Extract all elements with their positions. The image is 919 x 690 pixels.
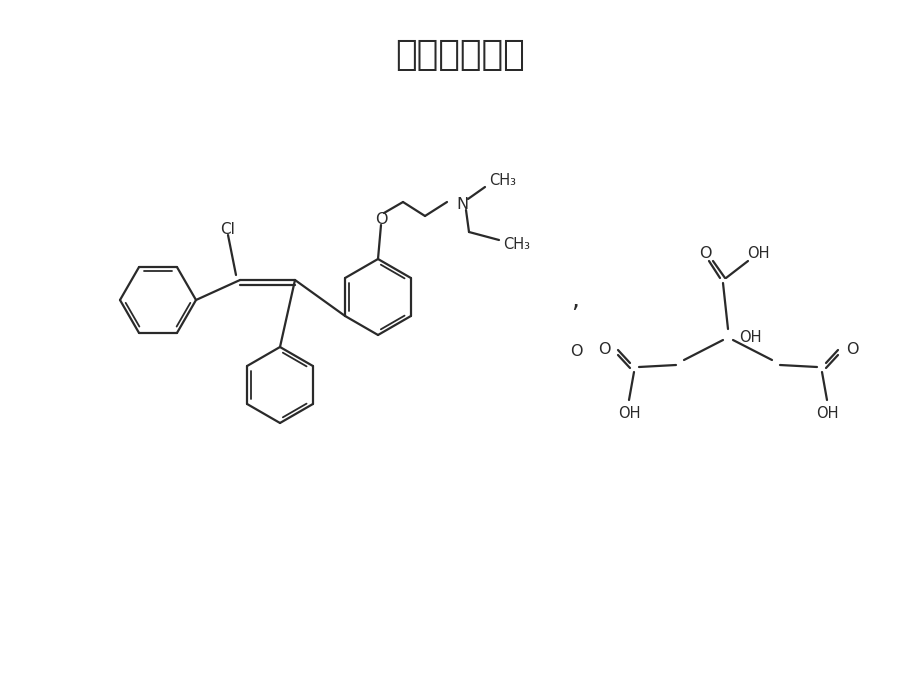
Text: CH₃: CH₃ [489, 172, 516, 188]
Text: O: O [698, 246, 710, 261]
Text: N: N [456, 197, 468, 212]
Text: O: O [597, 342, 609, 357]
Text: OH: OH [746, 246, 768, 261]
Text: ,: , [571, 288, 578, 312]
Text: OH: OH [815, 406, 837, 420]
Text: CH₃: CH₃ [503, 237, 530, 251]
Text: OH: OH [617, 406, 640, 420]
Text: OH: OH [738, 330, 760, 344]
Text: 枸橼酸氯米芬: 枸橼酸氯米芬 [394, 38, 525, 72]
Text: Cl: Cl [221, 221, 235, 237]
Text: O: O [569, 344, 582, 359]
Text: O: O [374, 212, 387, 226]
Text: O: O [845, 342, 857, 357]
